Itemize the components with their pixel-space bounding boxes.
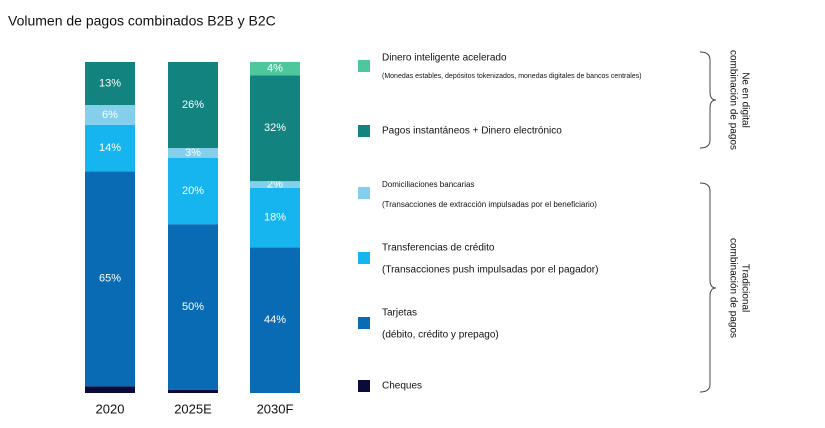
bar-segment bbox=[250, 62, 300, 76]
bar-segment bbox=[85, 124, 135, 172]
data-label: 2% bbox=[267, 178, 283, 190]
data-label: 6% bbox=[102, 109, 118, 121]
group-bracket bbox=[699, 182, 717, 393]
group-label: Tradicional bbox=[739, 264, 750, 313]
group-label: Ne en digital bbox=[739, 72, 750, 128]
legend-swatch bbox=[358, 187, 370, 199]
data-label: 65% bbox=[99, 273, 121, 285]
bar-segment bbox=[250, 75, 300, 182]
legend-description: (débito, crédito y prepago) bbox=[382, 330, 499, 341]
bar-segment bbox=[250, 247, 300, 393]
bar-segment bbox=[250, 181, 300, 188]
bar-segment bbox=[85, 386, 135, 393]
bar-segment bbox=[85, 171, 135, 387]
legend-swatch bbox=[358, 125, 370, 137]
legend-label: Transferencias de crédito bbox=[382, 243, 495, 254]
legend-label: Dinero inteligente acelerado bbox=[382, 53, 507, 64]
group-bracket bbox=[699, 51, 717, 149]
legend-swatch bbox=[358, 380, 370, 392]
legend-description: (Transacciones push impulsadas por el pa… bbox=[382, 265, 598, 276]
data-label: 3% bbox=[185, 147, 201, 159]
bar-segment bbox=[250, 187, 300, 248]
data-label: 14% bbox=[99, 142, 121, 154]
data-label: 4% bbox=[267, 63, 283, 75]
legend-label: Domiciliaciones bancarias bbox=[382, 180, 474, 189]
bar-segment bbox=[168, 148, 218, 158]
group-label: combinación de pagos bbox=[727, 50, 738, 150]
x-tick-label: 2030F bbox=[257, 401, 294, 416]
data-label: 32% bbox=[264, 122, 286, 134]
bar-segment bbox=[85, 105, 135, 125]
bar-segment bbox=[168, 389, 218, 393]
legend-description: (Monedas estables, depósitos tokenizados… bbox=[382, 73, 642, 80]
legend-swatch bbox=[358, 317, 370, 329]
bar-segment bbox=[168, 157, 218, 225]
data-label: 26% bbox=[182, 99, 204, 111]
chart-title: Volumen de pagos combinados B2B y B2C bbox=[8, 13, 276, 29]
group-label: combinación de pagos bbox=[727, 238, 738, 338]
x-tick-label: 2020 bbox=[96, 401, 125, 416]
legend-swatch bbox=[358, 252, 370, 264]
bar-segment bbox=[168, 224, 218, 390]
data-label: 13% bbox=[99, 77, 121, 89]
legend-label: Cheques bbox=[382, 381, 422, 392]
legend-swatch bbox=[358, 60, 370, 72]
legend-label: Pagos instantáneos + Dinero electrónico bbox=[382, 126, 562, 137]
bar-segment bbox=[85, 62, 135, 106]
legend-label: Tarjetas bbox=[382, 308, 417, 319]
data-label: 50% bbox=[182, 301, 204, 313]
bar-segment bbox=[168, 62, 218, 149]
data-label: 18% bbox=[264, 211, 286, 223]
data-label: 44% bbox=[264, 314, 286, 326]
data-label: 20% bbox=[182, 185, 204, 197]
legend-description: (Transacciones de extracción impulsadas … bbox=[382, 200, 597, 209]
x-tick-label: 2025E bbox=[174, 401, 212, 416]
